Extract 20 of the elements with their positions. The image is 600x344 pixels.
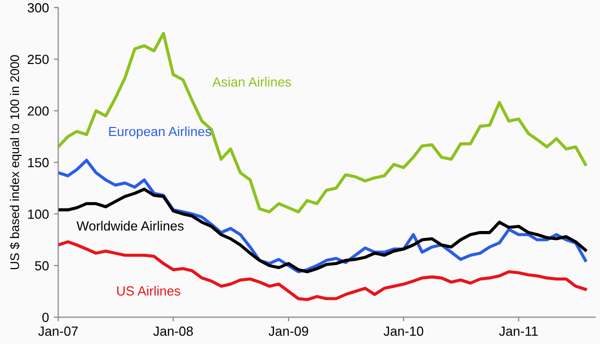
x-tick-label: Jan-07 xyxy=(38,326,78,336)
series-label: Worldwide Airlines xyxy=(76,220,184,231)
x-tick-label: Jan-11 xyxy=(499,326,538,336)
series-label: US Airlines xyxy=(117,286,180,296)
y-axis-title: US $ based index equal to 100 in 2000 xyxy=(10,55,22,270)
y-tick-label: 50 xyxy=(35,261,49,270)
y-tick-label: 250 xyxy=(28,54,49,64)
y-tick-label: 0 xyxy=(42,312,49,322)
line-series xyxy=(58,188,587,274)
y-tick-label: 150 xyxy=(28,158,49,168)
y-tick-label: 300 xyxy=(28,3,49,12)
x-tick-label: Jan-10 xyxy=(384,326,424,336)
y-tick-label: 200 xyxy=(28,106,49,116)
y-tick-label: 100 xyxy=(28,210,49,219)
text: European Airlines xyxy=(109,126,212,139)
series-label: Asian Airlines xyxy=(212,76,292,87)
x-tick-label: Jan-09 xyxy=(268,326,308,336)
x-tick-label: Jan-08 xyxy=(153,326,193,336)
line-series xyxy=(58,32,587,214)
line-series xyxy=(58,240,587,302)
